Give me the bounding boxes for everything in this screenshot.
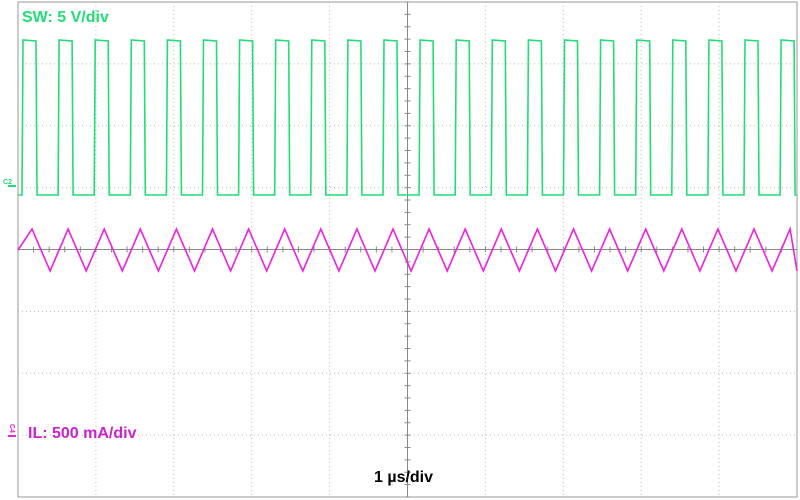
- waveforms: [8, 39, 798, 437]
- channel-label: SW: 5 V/div: [22, 9, 109, 26]
- switch-node-trace: [18, 39, 797, 196]
- channel-label: IL: 500 mA/div: [28, 425, 137, 442]
- timebase-label: 1 µs/div: [374, 469, 433, 486]
- inductor-current-trace: [17, 226, 798, 274]
- channel-marker: C4: [8, 424, 15, 433]
- channel-marker: C2: [3, 179, 12, 186]
